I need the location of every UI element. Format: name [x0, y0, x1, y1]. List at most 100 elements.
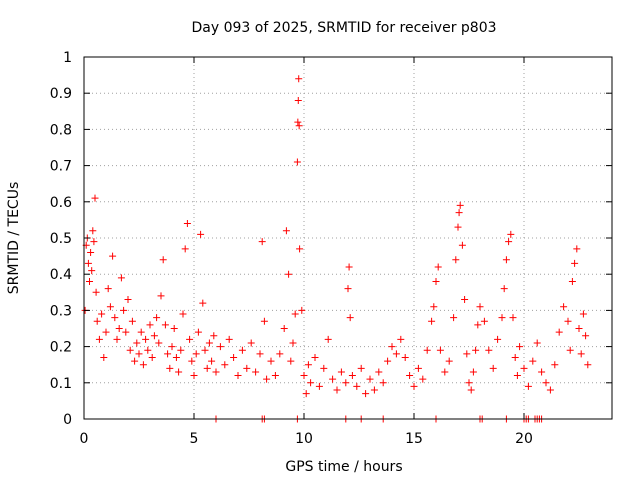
data-point — [458, 241, 466, 249]
data-point — [117, 274, 125, 282]
data-point — [513, 372, 521, 380]
data-point — [148, 353, 156, 361]
data-point — [153, 314, 161, 322]
data-point — [384, 357, 392, 365]
y-tick-label: 0.5 — [50, 231, 72, 247]
data-point — [157, 292, 165, 300]
y-axis-label: SRMTID / TECUs — [6, 182, 22, 295]
data-point — [337, 368, 345, 376]
data-point — [582, 332, 590, 340]
data-point — [472, 346, 480, 354]
data-point — [100, 353, 108, 361]
data-point — [159, 256, 167, 264]
data-point — [98, 310, 106, 318]
data-point — [430, 303, 438, 311]
data-point — [142, 335, 150, 343]
data-point — [150, 332, 158, 340]
data-point — [276, 350, 284, 358]
data-point — [216, 343, 224, 351]
data-point — [520, 364, 528, 372]
data-point — [575, 325, 583, 332]
x-tick-label: 0 — [80, 431, 89, 447]
data-point — [524, 382, 532, 390]
data-point — [353, 382, 361, 390]
data-point — [542, 379, 550, 387]
data-point — [120, 306, 128, 314]
data-point — [463, 350, 471, 358]
data-point — [467, 386, 475, 394]
data-point — [379, 379, 387, 387]
data-point — [311, 353, 319, 361]
data-point — [315, 382, 323, 390]
data-point — [571, 259, 579, 267]
data-point — [199, 299, 207, 307]
data-point — [476, 303, 484, 311]
data-point — [511, 353, 519, 361]
data-point — [333, 386, 341, 394]
data-point — [366, 375, 374, 383]
y-tick-label: 0 — [63, 412, 72, 428]
data-point — [177, 346, 185, 354]
data-point — [516, 343, 524, 351]
data-point — [428, 317, 436, 325]
data-point — [445, 357, 453, 365]
data-point — [186, 335, 194, 343]
data-point — [304, 361, 312, 369]
x-tick-label: 20 — [515, 431, 533, 447]
chart-title: Day 093 of 2025, SRMTID for receiver p80… — [191, 20, 496, 36]
data-point — [452, 256, 460, 264]
data-point — [345, 263, 353, 271]
data-point — [346, 314, 354, 322]
data-point — [197, 230, 205, 238]
data-point — [465, 379, 473, 387]
data-point — [252, 368, 260, 376]
data-point — [494, 335, 502, 343]
data-point — [298, 306, 306, 314]
data-point — [456, 201, 464, 209]
data-point — [307, 379, 315, 387]
data-point — [573, 245, 581, 253]
data-point — [92, 288, 100, 296]
data-point — [135, 350, 143, 358]
data-point — [203, 364, 211, 372]
data-point — [454, 223, 462, 231]
data-point — [568, 277, 576, 285]
data-point — [122, 328, 130, 336]
data-point — [87, 248, 95, 256]
data-point — [139, 361, 147, 369]
data-point — [455, 209, 463, 217]
data-point — [109, 252, 117, 260]
data-point — [179, 310, 187, 318]
data-point — [256, 350, 264, 358]
data-point — [280, 325, 288, 332]
y-tick-label: 0.4 — [50, 267, 72, 283]
data-point — [489, 364, 497, 372]
data-point — [388, 343, 396, 351]
data-point — [181, 245, 189, 253]
y-tick-label: 1 — [63, 50, 72, 66]
data-point — [146, 321, 154, 329]
data-point — [480, 317, 488, 325]
data-point — [293, 158, 301, 166]
y-tick-label: 0.8 — [50, 122, 72, 138]
data-point — [128, 317, 136, 325]
y-tick-label: 0.1 — [50, 376, 72, 392]
data-point — [263, 375, 271, 383]
data-point — [115, 325, 123, 332]
data-point — [555, 328, 563, 336]
data-point — [131, 357, 139, 365]
data-point — [296, 245, 304, 253]
x-tick-label: 5 — [190, 431, 199, 447]
data-point — [289, 339, 297, 347]
axis-ticks: 00.10.20.30.40.50.60.70.80.910 5 10 15 20 — [50, 50, 612, 447]
data-point — [498, 314, 506, 322]
data-point — [551, 361, 559, 369]
data-point — [329, 375, 337, 383]
data-point — [89, 227, 97, 235]
data-point — [357, 364, 365, 372]
data-point — [538, 368, 546, 376]
data-point — [221, 361, 229, 369]
data-point — [247, 339, 255, 347]
data-point — [155, 339, 163, 347]
